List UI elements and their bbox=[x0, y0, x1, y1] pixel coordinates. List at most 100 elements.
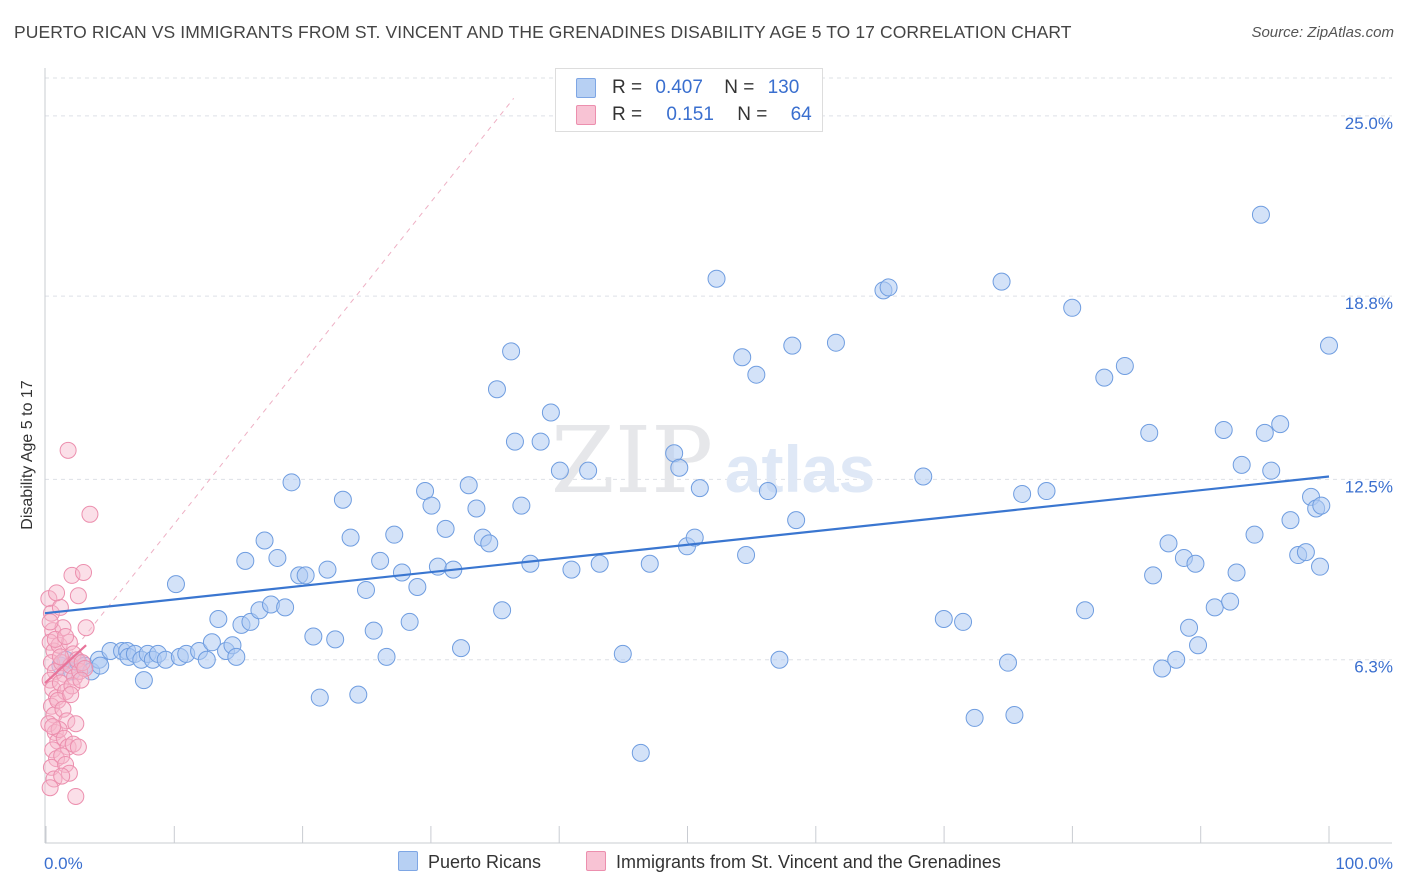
y-tick-label: 25.0% bbox=[1345, 114, 1393, 133]
y-tick-label: 6.3% bbox=[1354, 658, 1393, 677]
point-puerto-rican bbox=[1320, 336, 1338, 355]
point-puerto-rican bbox=[787, 511, 806, 530]
point-puerto-rican bbox=[512, 496, 531, 515]
point-immigrant bbox=[55, 729, 73, 747]
point-puerto-rican bbox=[91, 656, 110, 675]
legend-r-label: R = bbox=[612, 77, 643, 98]
point-puerto-rican bbox=[914, 467, 933, 486]
x-tick-label-min: 0.0% bbox=[44, 854, 83, 873]
point-immigrant bbox=[67, 787, 85, 805]
trend-lines bbox=[44, 475, 1330, 684]
legend-swatch-pink bbox=[576, 105, 596, 125]
series-immigrants bbox=[40, 441, 99, 805]
point-puerto-rican bbox=[134, 671, 153, 690]
legend-r-label: R = bbox=[612, 104, 643, 125]
point-puerto-rican bbox=[197, 650, 216, 669]
point-immigrant bbox=[64, 735, 82, 753]
point-puerto-rican bbox=[640, 554, 659, 573]
point-puerto-rican bbox=[349, 685, 368, 704]
point-puerto-rican bbox=[296, 566, 315, 585]
bottom-legend-swatch-blue bbox=[398, 851, 418, 871]
correlation-legend: R = 0.407 N = 130 R = 0.151 N = 64 bbox=[555, 68, 823, 132]
point-puerto-rican bbox=[268, 548, 287, 567]
point-puerto-rican bbox=[1013, 484, 1032, 503]
point-puerto-rican bbox=[1245, 525, 1264, 544]
point-puerto-rican bbox=[408, 578, 427, 597]
reference-diagonal bbox=[44, 98, 515, 687]
point-immigrant bbox=[67, 715, 85, 733]
legend-n-value: 130 bbox=[767, 77, 800, 98]
point-puerto-rican bbox=[1159, 534, 1178, 553]
bottom-legend-label: Immigrants from St. Vincent and the Gren… bbox=[616, 852, 1001, 872]
point-puerto-rican bbox=[202, 633, 221, 652]
point-puerto-rican bbox=[1186, 554, 1205, 573]
point-immigrant bbox=[44, 718, 62, 736]
point-immigrant bbox=[69, 587, 87, 605]
legend-n-value: 64 bbox=[790, 104, 812, 125]
point-immigrant bbox=[46, 630, 64, 648]
point-puerto-rican bbox=[1063, 298, 1082, 317]
point-puerto-rican bbox=[521, 554, 540, 573]
point-immigrant bbox=[53, 767, 71, 785]
point-puerto-rican bbox=[236, 551, 255, 570]
point-puerto-rican bbox=[371, 551, 390, 570]
point-puerto-rican bbox=[1221, 592, 1240, 611]
point-immigrant bbox=[41, 613, 59, 631]
point-puerto-rican bbox=[541, 403, 560, 422]
bottom-legend-series2: Immigrants from St. Vincent and the Gren… bbox=[586, 851, 1001, 873]
point-immigrant bbox=[53, 747, 71, 765]
point-puerto-rican bbox=[480, 534, 499, 553]
point-puerto-rican bbox=[487, 380, 506, 399]
point-puerto-rican bbox=[1144, 566, 1163, 585]
point-puerto-rican bbox=[562, 560, 581, 579]
point-puerto-rican bbox=[364, 621, 383, 640]
point-puerto-rican bbox=[1167, 650, 1186, 669]
point-puerto-rican bbox=[733, 348, 752, 367]
point-puerto-rican bbox=[965, 708, 984, 727]
point-puerto-rican bbox=[1189, 636, 1208, 655]
point-puerto-rican bbox=[783, 336, 802, 355]
point-puerto-rican bbox=[1076, 601, 1095, 620]
point-puerto-rican bbox=[400, 612, 419, 631]
point-puerto-rican bbox=[341, 528, 360, 547]
point-immigrant bbox=[77, 619, 95, 637]
watermark-zip: ZIP bbox=[551, 407, 713, 514]
point-puerto-rican bbox=[1255, 423, 1274, 442]
point-puerto-rican bbox=[747, 365, 766, 384]
point-puerto-rican bbox=[1214, 420, 1233, 439]
point-puerto-rican bbox=[392, 563, 411, 582]
point-puerto-rican bbox=[422, 496, 441, 515]
point-puerto-rican bbox=[1115, 356, 1134, 375]
point-puerto-rican bbox=[1271, 415, 1290, 434]
point-immigrant bbox=[57, 627, 75, 645]
point-immigrant bbox=[69, 738, 87, 756]
point-immigrant bbox=[51, 648, 69, 666]
point-puerto-rican bbox=[1227, 563, 1246, 582]
point-puerto-rican bbox=[436, 519, 455, 538]
legend-n-label: N = bbox=[737, 104, 768, 125]
point-puerto-rican bbox=[209, 610, 228, 629]
axes bbox=[44, 68, 1392, 844]
point-puerto-rican bbox=[304, 627, 323, 646]
point-puerto-rican bbox=[934, 610, 953, 629]
point-puerto-rican bbox=[579, 461, 598, 480]
point-puerto-rican bbox=[690, 479, 709, 498]
point-puerto-rican bbox=[770, 650, 789, 669]
point-puerto-rican bbox=[318, 560, 337, 579]
series-puerto-ricans bbox=[51, 205, 1338, 762]
point-puerto-rican bbox=[377, 647, 396, 666]
point-puerto-rican bbox=[282, 473, 301, 492]
point-puerto-rican bbox=[166, 575, 185, 594]
grid-lines bbox=[45, 77, 1392, 661]
point-immigrant bbox=[41, 633, 59, 651]
point-puerto-rican bbox=[459, 476, 478, 495]
point-puerto-rican bbox=[1140, 423, 1159, 442]
point-puerto-rican bbox=[685, 528, 704, 547]
point-immigrant bbox=[48, 750, 66, 768]
point-puerto-rican bbox=[1037, 482, 1056, 501]
y-tick-label: 18.8% bbox=[1345, 294, 1393, 313]
point-puerto-rican bbox=[631, 743, 650, 762]
watermark: ZIP atlas bbox=[551, 407, 875, 514]
point-immigrant bbox=[62, 686, 80, 704]
